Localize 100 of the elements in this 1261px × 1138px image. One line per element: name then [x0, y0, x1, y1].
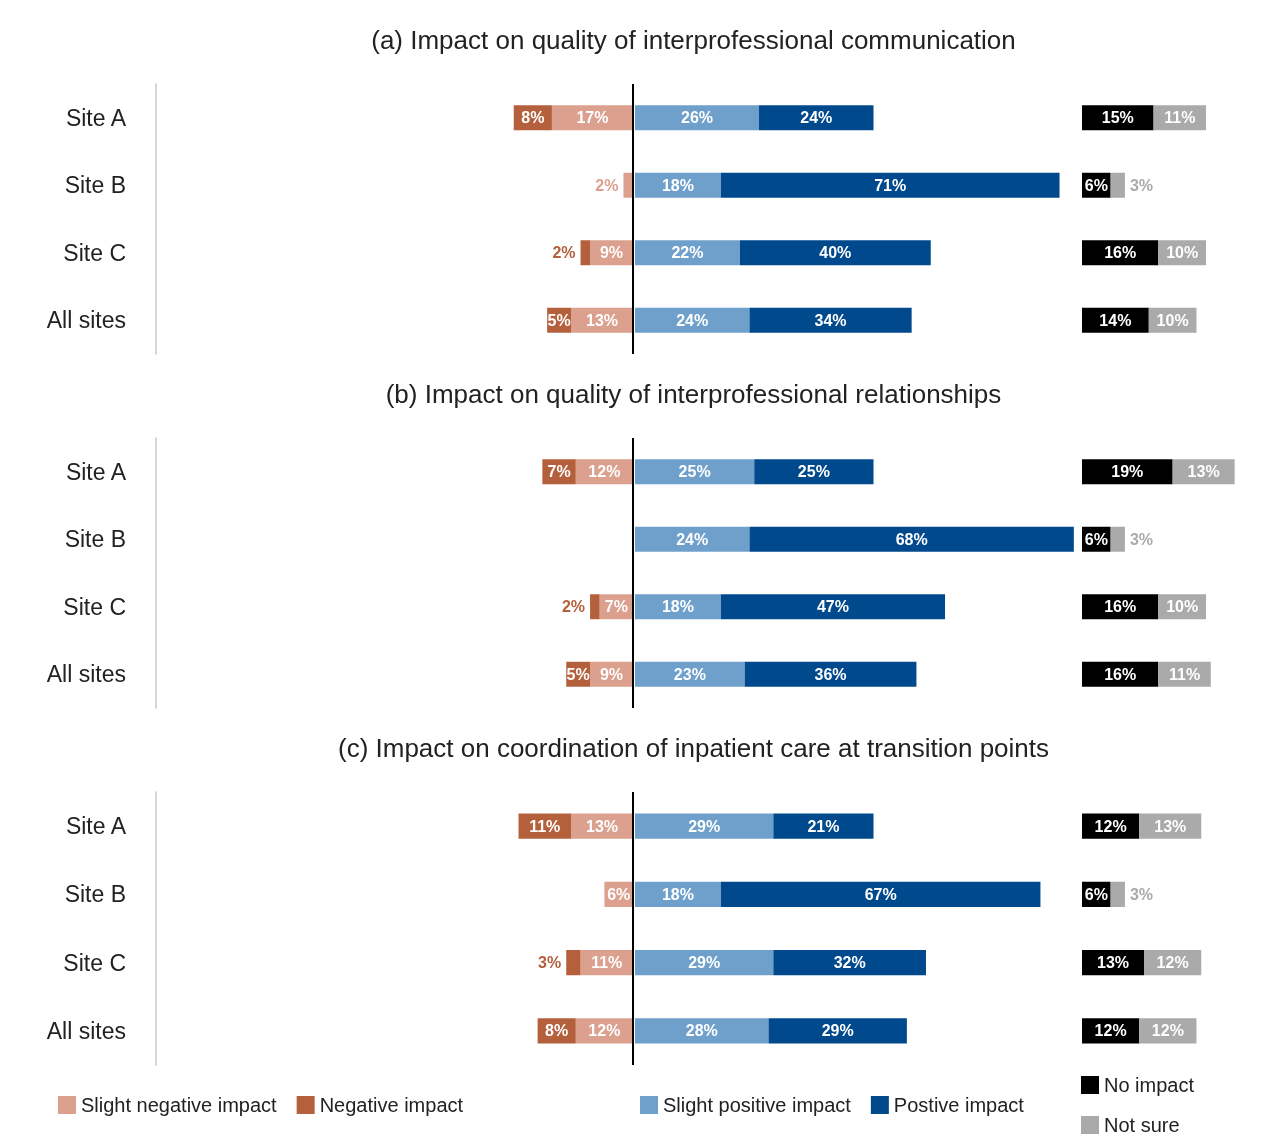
data-label: 18% [661, 176, 694, 194]
data-label: 7% [547, 463, 571, 481]
data-label: 10% [1156, 311, 1189, 329]
data-label: 9% [599, 244, 624, 262]
data-label: 25% [797, 463, 830, 481]
y-tick-label: Site B [64, 526, 126, 553]
data-label: 24% [676, 311, 709, 329]
data-label: 3% [1129, 176, 1154, 194]
data-label: 34% [814, 311, 847, 329]
data-label: 71% [874, 176, 907, 194]
data-label: 18% [661, 885, 694, 903]
data-label: 67% [864, 885, 897, 903]
data-label: 10% [1166, 598, 1199, 616]
bar [635, 307, 750, 333]
data-label: 11% [529, 817, 561, 835]
data-label: 2% [552, 244, 576, 262]
data-label: 3% [1129, 885, 1154, 903]
bar [744, 661, 917, 687]
data-label: 32% [833, 954, 866, 972]
data-label: 6% [1084, 530, 1108, 548]
data-label: 22% [671, 244, 704, 262]
bar [739, 240, 931, 266]
data-label: 10% [1166, 244, 1199, 262]
y-tick-label: Site C [63, 239, 126, 266]
data-label: 24% [800, 109, 833, 127]
data-label: 16% [1104, 665, 1137, 683]
text: (a) Impact on quality of interprofessional communication [370, 24, 1017, 57]
text: (b) Impact on quality of interprofessional relationships [384, 378, 1003, 411]
bar [749, 526, 1074, 552]
data-label: 6% [1084, 885, 1108, 903]
data-label: 14% [1099, 311, 1132, 329]
bar [590, 594, 600, 620]
legend-label: Slight negative impact [81, 1094, 278, 1116]
bar [1110, 172, 1125, 198]
data-label: 9% [599, 665, 624, 683]
text: (c) Impact on coordination of inpatient care at transition points [336, 732, 1051, 765]
bar [773, 813, 874, 839]
data-label: 47% [816, 598, 849, 616]
bar [635, 459, 755, 485]
bar [720, 881, 1041, 907]
data-label: 23% [673, 665, 706, 683]
data-label: 29% [688, 817, 721, 835]
data-label: 12% [588, 1022, 621, 1040]
data-label: 12% [1094, 1022, 1127, 1040]
data-label: 13% [1154, 817, 1187, 835]
legend-label: Postive impact [893, 1094, 1025, 1116]
data-label: 12% [588, 463, 621, 481]
data-label: 16% [1104, 598, 1137, 616]
data-label: 17% [576, 109, 609, 127]
data-label: 13% [1187, 463, 1220, 481]
bar [720, 594, 946, 620]
bar [1110, 526, 1125, 552]
data-label: 5% [547, 311, 571, 329]
legend-label: Not sure [1104, 1114, 1180, 1136]
data-label: 3% [538, 954, 562, 972]
data-label: 16% [1104, 244, 1137, 262]
data-label: 5% [566, 665, 590, 683]
data-label: 40% [819, 244, 852, 262]
data-label: 36% [814, 665, 847, 683]
y-tick-label: All sites [46, 661, 126, 688]
data-label: 25% [678, 463, 711, 481]
bar [768, 1018, 907, 1044]
data-label: 7% [604, 598, 628, 616]
data-label: 19% [1111, 463, 1144, 481]
data-label: 18% [661, 598, 694, 616]
data-label: 29% [821, 1022, 854, 1040]
bar [635, 813, 774, 839]
bar [773, 950, 926, 976]
data-label: 6% [607, 885, 631, 903]
data-label: 13% [585, 817, 619, 835]
bar [635, 1018, 769, 1044]
data-label: 3% [1129, 530, 1154, 548]
y-tick-label: Site C [63, 593, 126, 620]
data-label: 21% [807, 817, 840, 835]
y-tick-label: Site B [64, 881, 126, 908]
data-label: 13% [585, 311, 619, 329]
bar [635, 105, 760, 131]
data-label: 2% [561, 598, 586, 616]
data-label: 12% [1151, 1022, 1184, 1040]
bar [566, 950, 581, 976]
y-tick-label: All sites [46, 1017, 126, 1044]
bar [635, 526, 750, 552]
data-label: 29% [688, 954, 721, 972]
data-label: 6% [1084, 176, 1108, 194]
bar [759, 105, 874, 131]
data-label: 68% [895, 530, 928, 548]
data-label: 24% [676, 530, 709, 548]
data-label: 8% [521, 109, 545, 127]
y-tick-label: Site A [65, 458, 127, 485]
data-label: 11% [1164, 109, 1196, 127]
bar [635, 950, 774, 976]
y-tick-label: Site B [64, 172, 126, 199]
y-tick-label: All sites [46, 307, 126, 334]
y-tick-label: Site A [65, 813, 127, 840]
data-label: 13% [1096, 954, 1130, 972]
data-label: 8% [545, 1022, 569, 1040]
data-label: 11% [591, 954, 623, 972]
bar [623, 172, 633, 198]
bar [749, 307, 912, 333]
data-label: 12% [1156, 954, 1189, 972]
